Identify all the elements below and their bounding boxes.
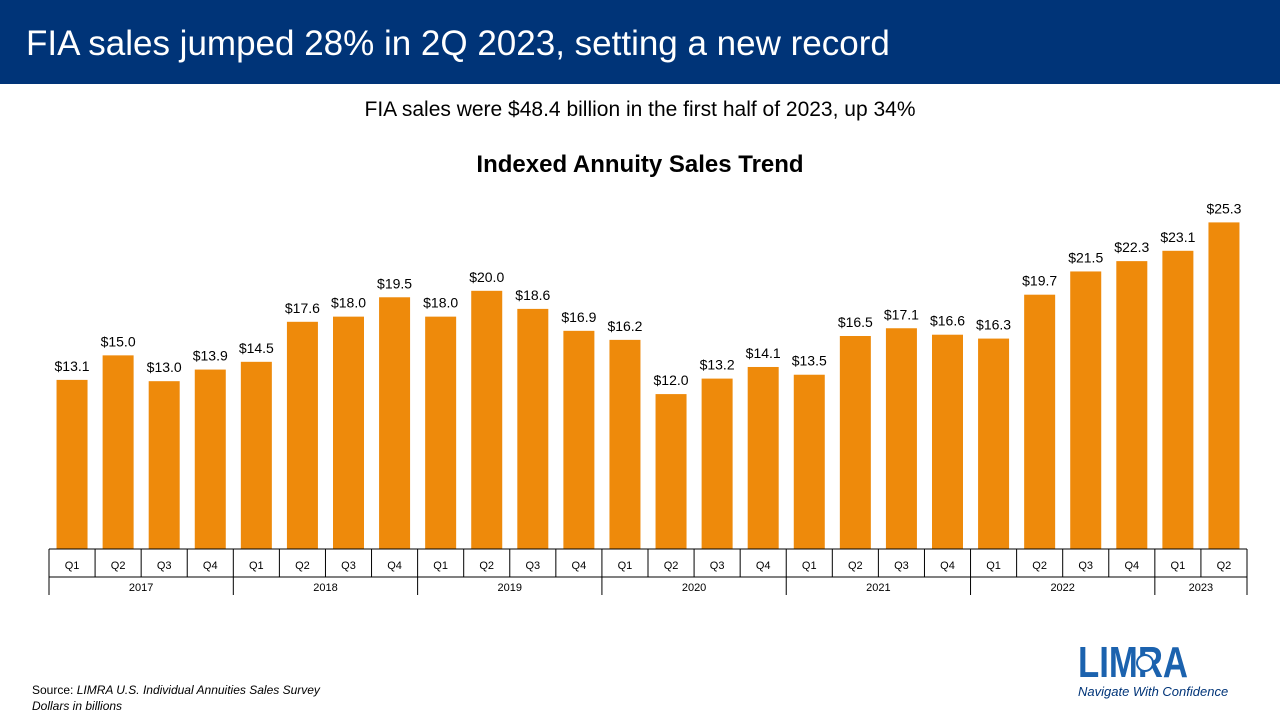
bar [517, 308, 549, 549]
data-label: $14.1 [746, 345, 781, 361]
data-label: $18.0 [331, 295, 366, 311]
quarter-tick-label: Q2 [479, 560, 494, 572]
year-tick-label: 2018 [313, 582, 337, 594]
quarter-tick-label: Q1 [433, 560, 448, 572]
bar [379, 297, 411, 549]
bar [102, 355, 134, 549]
units-note: Dollars in billions [32, 699, 123, 713]
bar [563, 330, 595, 549]
bar [194, 369, 226, 549]
data-label: $13.5 [792, 353, 827, 369]
quarter-tick-label: Q4 [572, 560, 587, 572]
data-label: $16.3 [976, 317, 1011, 333]
data-label: $22.3 [1114, 239, 1149, 255]
bar [978, 338, 1010, 549]
data-label: $16.9 [561, 309, 596, 325]
quarter-tick-label: Q4 [756, 560, 771, 572]
year-tick-label: 2019 [498, 582, 522, 594]
quarter-tick-label: Q2 [664, 560, 679, 572]
bar [286, 321, 318, 549]
data-label: $20.0 [469, 269, 504, 285]
source-label: Source: [32, 683, 77, 697]
quarter-tick-label: Q4 [1124, 560, 1139, 572]
bar [1024, 294, 1056, 549]
data-label: $12.0 [654, 372, 689, 388]
bar [148, 381, 180, 549]
data-label: $17.6 [285, 300, 320, 316]
logo-wordmark: LIMRA [1078, 638, 1188, 687]
data-label: $19.5 [377, 275, 412, 291]
year-tick-label: 2022 [1050, 582, 1074, 594]
bar [655, 394, 687, 549]
quarter-tick-label: Q2 [848, 560, 863, 572]
data-label: $18.6 [515, 287, 550, 303]
bar [425, 316, 457, 549]
logo-tagline: Navigate With Confidence [1078, 684, 1229, 699]
globe-icon [1136, 654, 1154, 672]
data-label: $23.1 [1160, 229, 1195, 245]
limra-logo: LIMRA [1078, 638, 1188, 687]
bar [932, 334, 963, 549]
data-label: $21.5 [1068, 249, 1103, 265]
data-label: $16.2 [607, 318, 642, 334]
bar [1070, 271, 1102, 549]
bar [793, 374, 825, 549]
data-label: $13.2 [700, 357, 735, 373]
bar [1116, 261, 1148, 549]
quarter-tick-label: Q1 [249, 560, 264, 572]
quarter-tick-label: Q2 [111, 560, 126, 572]
quarter-tick-label: Q1 [1171, 560, 1186, 572]
data-label: $18.0 [423, 295, 458, 311]
quarter-tick-label: Q1 [618, 560, 633, 572]
quarter-tick-label: Q3 [894, 560, 909, 572]
data-label: $13.0 [147, 359, 182, 375]
footnote: Source: LIMRA U.S. Individual Annuities … [32, 682, 320, 714]
data-label: $17.1 [884, 306, 919, 322]
bar [839, 336, 871, 549]
quarter-tick-label: Q3 [525, 560, 540, 572]
data-label: $13.1 [55, 358, 90, 374]
data-label: $16.5 [838, 314, 873, 330]
quarter-tick-label: Q1 [802, 560, 817, 572]
quarter-tick-label: Q4 [203, 560, 218, 572]
bar [56, 379, 88, 549]
bar [747, 366, 779, 549]
quarter-tick-label: Q1 [986, 560, 1001, 572]
data-label: $14.5 [239, 340, 274, 356]
bar [1162, 250, 1194, 550]
quarter-tick-label: Q3 [157, 560, 172, 572]
bar [240, 361, 272, 549]
bar [609, 339, 641, 549]
quarter-tick-label: Q4 [940, 560, 955, 572]
quarter-tick-label: Q2 [1032, 560, 1047, 572]
data-label: $16.6 [930, 313, 965, 329]
quarter-tick-label: Q3 [1078, 560, 1093, 572]
bar [333, 316, 364, 549]
year-tick-label: 2020 [682, 582, 706, 594]
bar [1208, 222, 1240, 549]
year-tick-label: 2017 [129, 582, 153, 594]
quarter-tick-label: Q2 [295, 560, 310, 572]
quarter-tick-label: Q3 [341, 560, 356, 572]
year-tick-label: 2023 [1189, 582, 1213, 594]
bar [471, 290, 503, 549]
source-note: Source: LIMRA U.S. Individual Annuities … [32, 682, 320, 698]
slide-title: FIA sales jumped 28% in 2Q 2023, setting… [26, 24, 890, 63]
data-label: $19.7 [1022, 273, 1057, 289]
title-banner: FIA sales jumped 28% in 2Q 2023, setting… [0, 0, 1280, 84]
quarter-tick-label: Q1 [65, 560, 80, 572]
chart-title: Indexed Annuity Sales Trend [476, 151, 804, 178]
bar [885, 328, 917, 549]
quarter-tick-label: Q4 [387, 560, 402, 572]
data-label: $25.3 [1206, 200, 1241, 216]
quarter-tick-label: Q2 [1217, 560, 1232, 572]
data-label: $15.0 [101, 333, 136, 349]
year-tick-label: 2021 [866, 582, 890, 594]
bar [701, 378, 733, 549]
quarter-tick-label: Q3 [710, 560, 725, 572]
slide-subtitle: FIA sales were $48.4 billion in the firs… [364, 98, 916, 121]
data-label: $13.9 [193, 348, 228, 364]
source-name: LIMRA U.S. Individual Annuities Sales Su… [76, 683, 320, 697]
